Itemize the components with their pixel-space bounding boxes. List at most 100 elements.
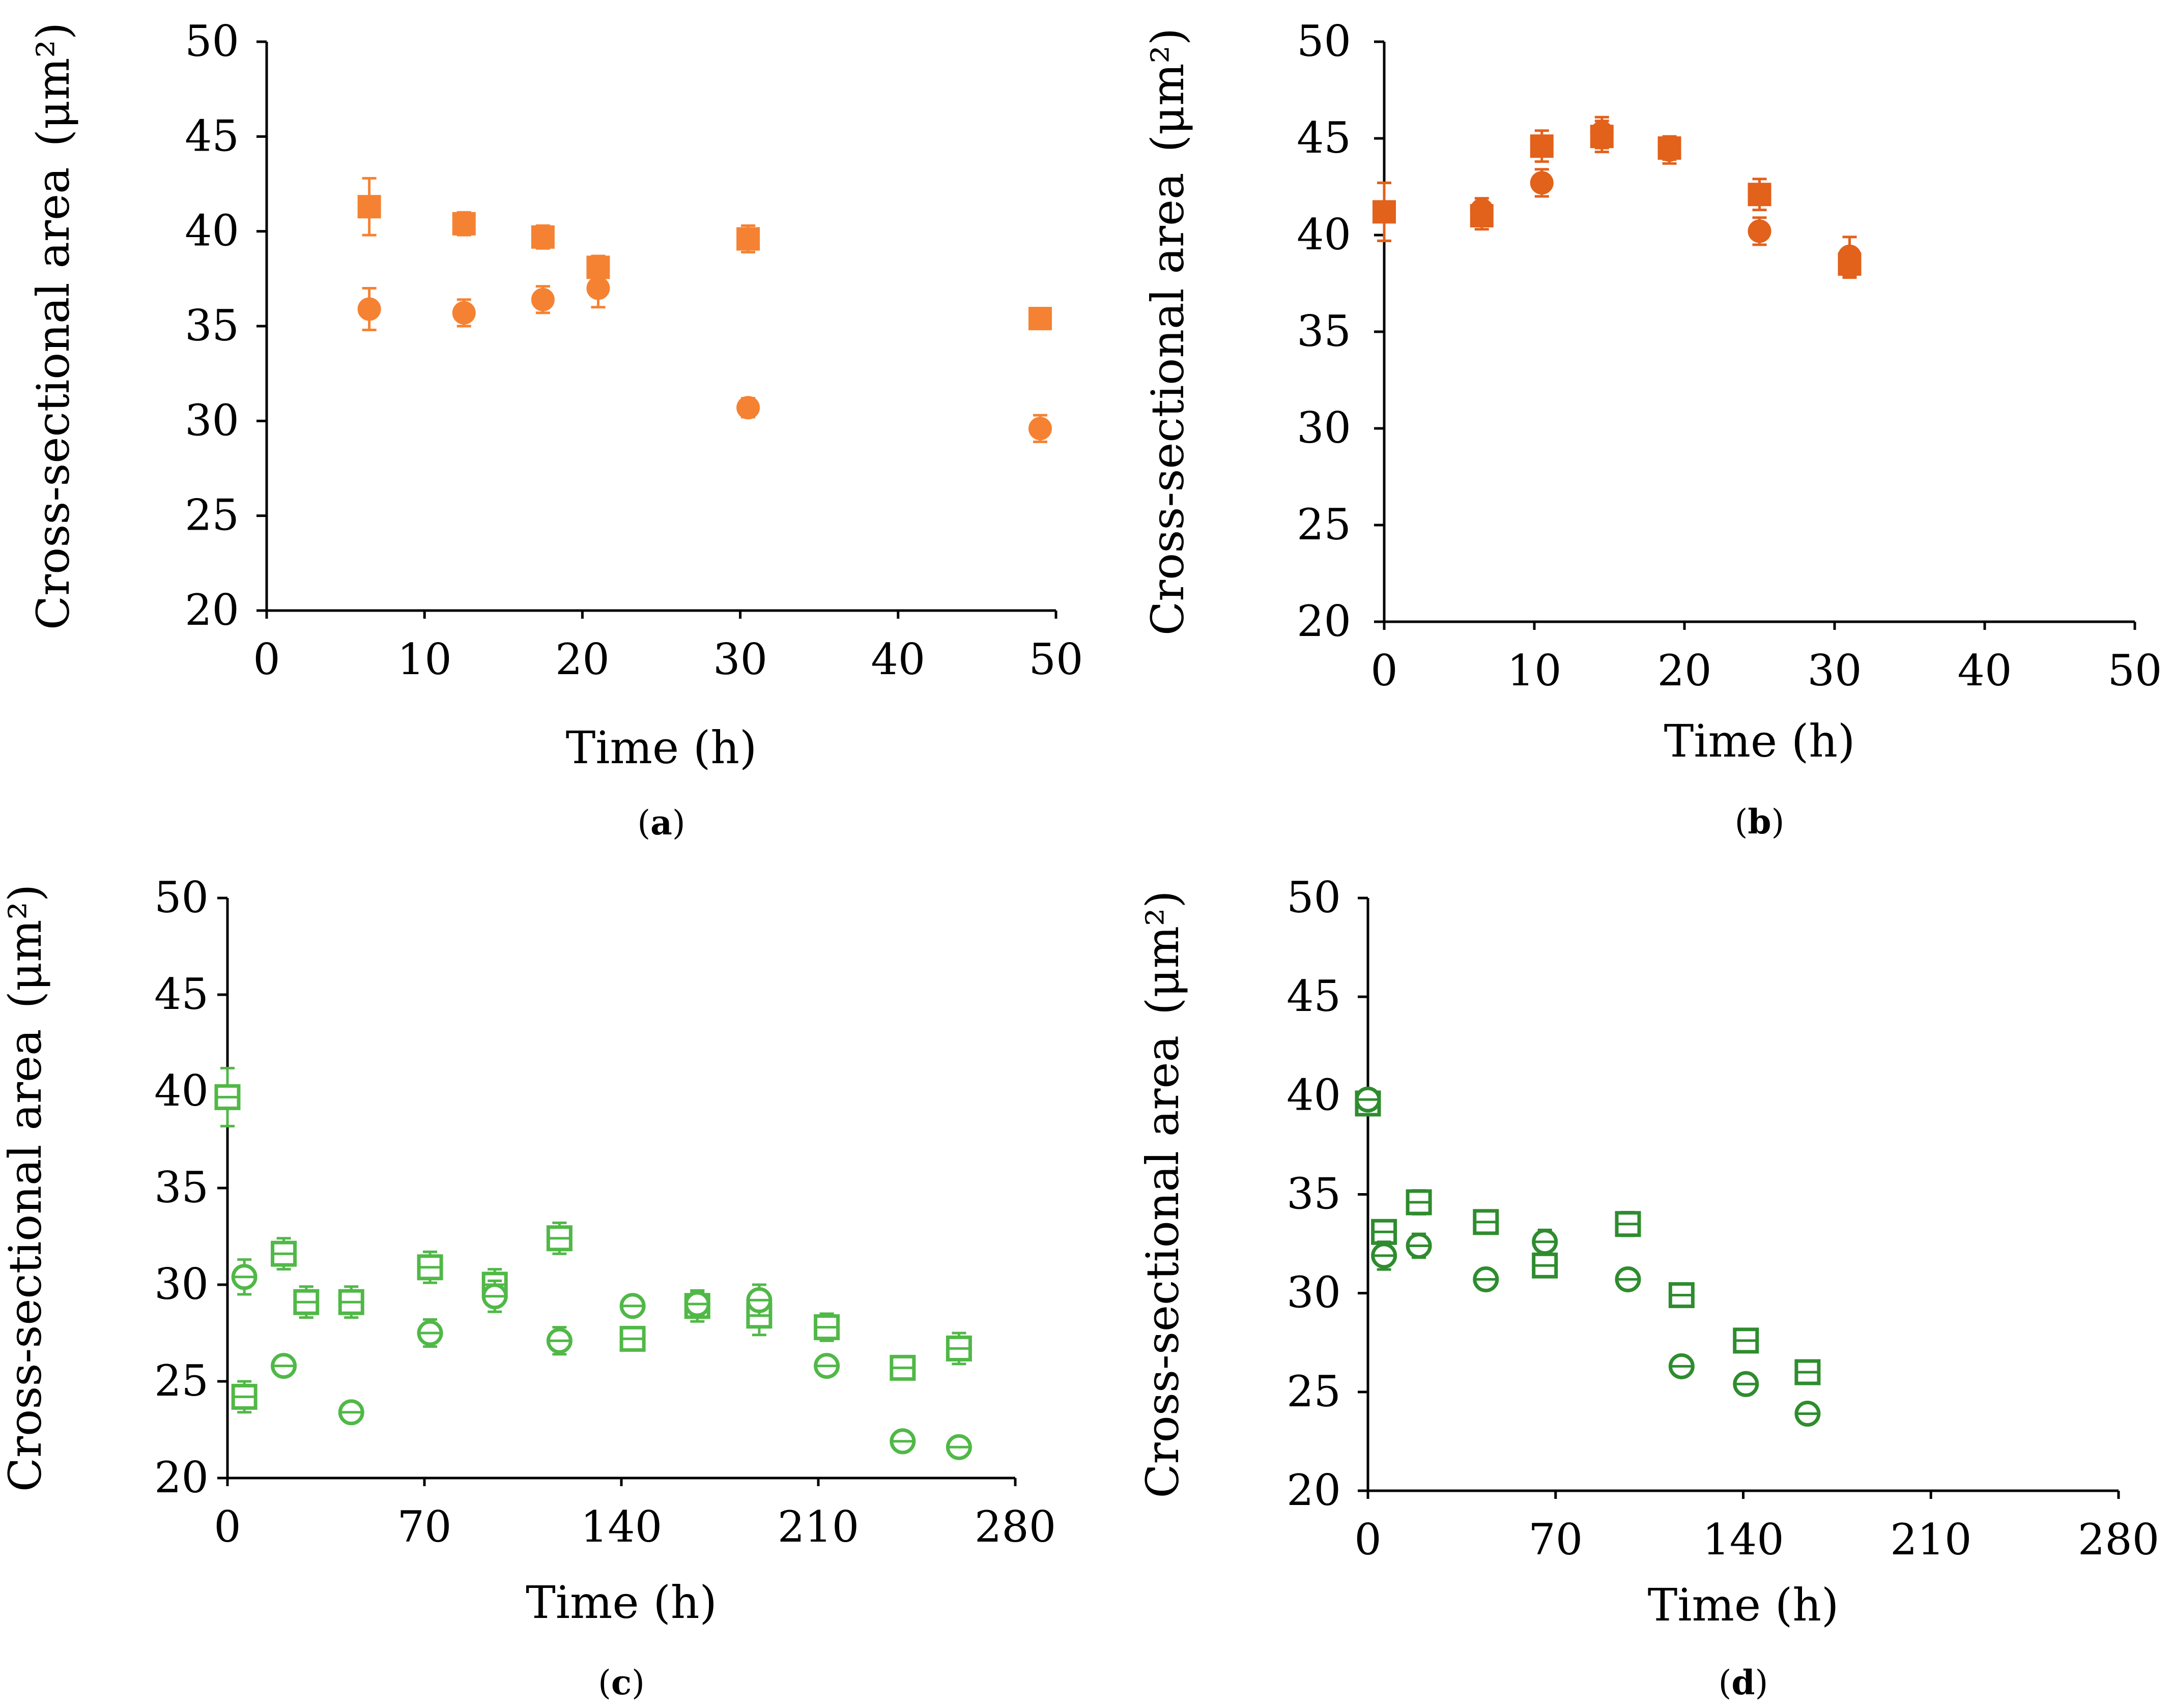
series-circle [357,268,1052,443]
y-axis-label-text: Cross-sectional area [1136,1035,1189,1498]
data-point-circle [1470,198,1494,222]
x-tick-label: 280 [975,1502,1056,1552]
y-tick-label: 40 [185,206,239,256]
y-axis-label: Cross-sectional area (μm²) [0,884,51,1492]
data-point-circle [1530,171,1554,195]
y-tick-label: 40 [1297,210,1351,259]
data-point-circle [1748,219,1771,243]
y-tick-label: 35 [1297,306,1351,356]
panel-b-chart: 20 25 30 35 40 45 50 0 10 20 30 40 50 Time (h) Cross-s… [1141,16,2162,842]
y-tick-label: 45 [154,969,209,1019]
y-axis-label: Cross-sectional area (μm²) [1136,890,1189,1498]
y-tick-label: 50 [1286,873,1341,922]
x-tick-label: 30 [713,634,767,684]
data-point-circle [586,276,610,300]
series-square [214,1066,972,1414]
data-point-square [1530,134,1554,158]
panel-caption: (a) [637,803,685,843]
panel-a-chart: 20 25 30 35 40 45 50 0 10 20 30 40 50 Time (h) Cross-s… [27,16,1083,843]
x-tick-label: 0 [214,1502,241,1552]
y-tick-label: 30 [1286,1268,1341,1318]
data-point-square [1028,307,1052,331]
y-axis-label-unit: (μm²) [1136,890,1189,1015]
data-point-square [531,225,555,249]
y-tick-label: 25 [185,490,239,540]
panel-caption: (c) [598,1663,645,1702]
caption-letter: d [1731,1663,1755,1702]
caption-paren-open: ( [598,1663,611,1702]
caption-paren-close: ) [1755,1663,1768,1702]
x-tick-label: 70 [1528,1515,1583,1565]
y-tick-label: 30 [1297,403,1351,453]
y-axis-label-unit: (μm²) [27,22,79,147]
y-axis-label: Cross-sectional area (μm²) [1141,28,1194,635]
series-square [1373,120,1862,279]
y-tick-label: 45 [185,111,239,161]
y-tick-label: 35 [1286,1169,1341,1219]
x-tick-label: 0 [253,634,280,684]
caption-paren-close: ) [1771,802,1785,842]
y-tick-label: 50 [154,873,209,922]
series-square [1355,1090,1821,1385]
y-tick-label: 25 [154,1356,209,1406]
data-point-square [452,212,476,236]
x-tick-label: 140 [1702,1515,1784,1565]
caption-letter: c [611,1663,632,1702]
x-tick-label: 20 [555,634,610,684]
data-point-circle [1373,200,1396,224]
panel-c-chart: 20 25 30 35 40 45 50 0 70 140 210 280 Time (h) Cross-… [0,873,1056,1702]
x-tick-label: 70 [397,1502,452,1552]
caption-letter: a [650,803,672,843]
x-axis-label: Time (h) [526,1576,717,1629]
x-tick-label: 50 [2108,646,2162,696]
caption-paren-open: ( [1719,1663,1732,1702]
series-circle [1355,1086,1821,1427]
caption-paren-open: ( [637,803,650,843]
data-point-circle [1838,244,1862,268]
data-point-circle [1657,138,1681,162]
x-tick-label: 40 [871,634,925,684]
series-circle [231,1258,972,1460]
y-tick-label: 25 [1297,500,1351,549]
y-tick-label: 50 [1297,16,1351,66]
x-tick-label: 20 [1657,646,1712,696]
x-tick-label: 0 [1370,646,1397,696]
y-tick-label: 45 [1286,971,1341,1021]
data-point-circle [357,297,381,321]
caption-paren-open: ( [1735,802,1748,842]
panel-d-chart: 20 25 30 35 40 45 50 0 70 140 210 280 Time (h) Cross-… [1136,873,2159,1702]
y-tick-label: 35 [185,301,239,351]
y-axis-label-unit: (μm²) [0,884,51,1009]
x-tick-label: 280 [2078,1515,2159,1565]
x-axis-label: Time (h) [1664,715,1855,767]
x-axis-label: Time (h) [1648,1579,1839,1631]
y-tick-label: 45 [1297,113,1351,163]
caption-letter: b [1748,802,1771,842]
y-axis-label-text: Cross-sectional area [27,167,79,630]
y-axis-label-unit: (μm²) [1141,28,1194,153]
y-tick-label: 20 [185,585,239,635]
y-tick-label: 50 [185,16,239,66]
x-tick-label: 140 [581,1502,662,1552]
y-tick-label: 25 [1286,1367,1341,1416]
panel-caption: (b) [1735,802,1785,842]
y-axis-label: Cross-sectional area (μm²) [27,22,79,630]
y-tick-label: 30 [185,395,239,445]
data-point-circle [1028,417,1052,441]
x-tick-label: 50 [1029,634,1083,684]
data-point-square [357,195,381,219]
y-tick-label: 35 [154,1163,209,1212]
panel-caption: (d) [1719,1663,1768,1702]
x-tick-label: 10 [1507,646,1562,696]
y-tick-label: 20 [1286,1465,1341,1515]
y-tick-label: 40 [1286,1070,1341,1120]
x-tick-label: 210 [778,1502,859,1552]
data-point-square [736,227,760,251]
data-point-square [1748,183,1771,207]
y-tick-label: 20 [1297,596,1351,646]
data-point-circle [531,287,555,311]
x-axis-label: Time (h) [566,721,757,774]
caption-paren-close: ) [632,1663,645,1702]
x-tick-label: 40 [1958,646,2012,696]
